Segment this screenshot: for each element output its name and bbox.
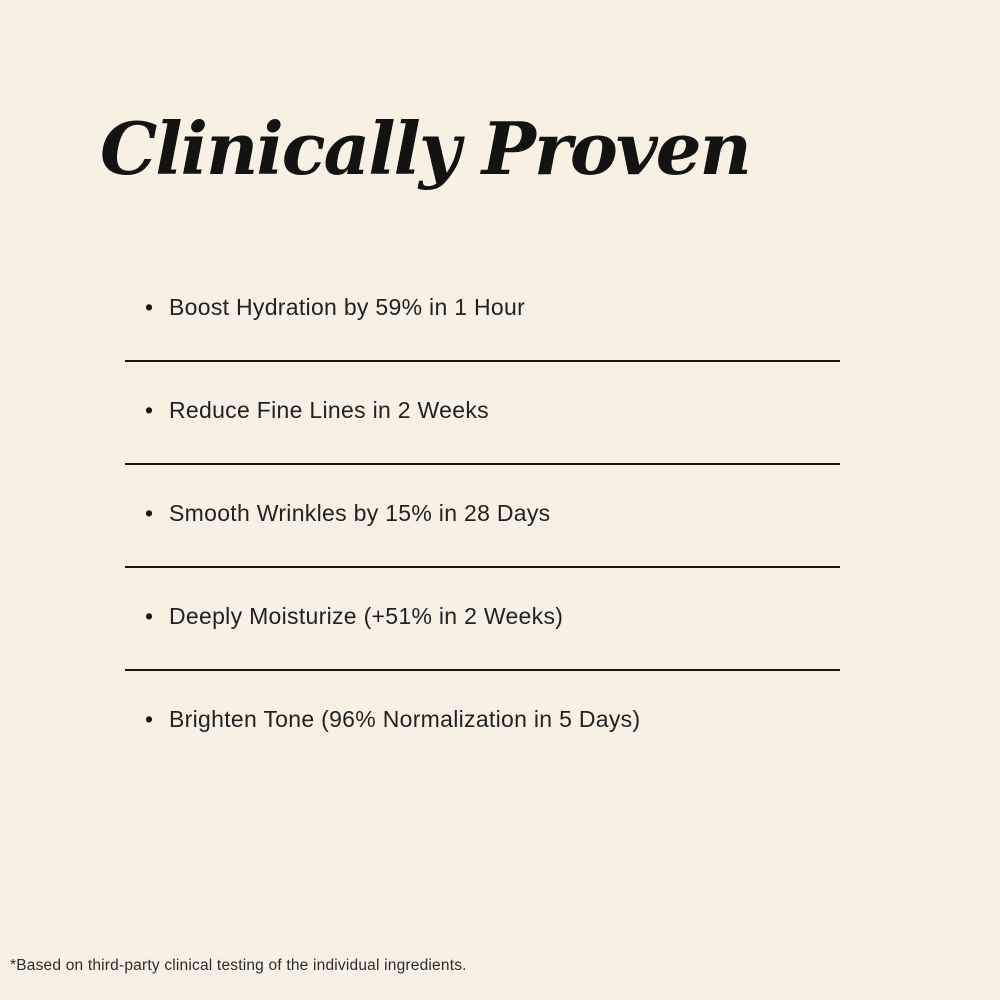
bullet-icon: • [145, 499, 154, 526]
page-title: Clinically Proven [100, 106, 752, 192]
list-item: • Deeply Moisturize (+51% in 2 Weeks) [125, 568, 840, 671]
benefit-list: • Boost Hydration by 59% in 1 Hour • Red… [125, 262, 840, 772]
list-item: • Boost Hydration by 59% in 1 Hour [125, 262, 840, 362]
list-item: • Reduce Fine Lines in 2 Weeks [125, 362, 840, 465]
benefit-text: Smooth Wrinkles by 15% in 28 Days [169, 500, 551, 526]
benefit-text: Boost Hydration by 59% in 1 Hour [169, 294, 526, 320]
bullet-icon: • [145, 705, 154, 732]
list-item: • Smooth Wrinkles by 15% in 28 Days [125, 465, 840, 568]
footnote: *Based on third-party clinical testing o… [10, 957, 467, 974]
list-item: • Brighten Tone (96% Normalization in 5 … [125, 671, 840, 772]
bullet-icon: • [145, 602, 154, 629]
bullet-icon: • [145, 396, 154, 423]
benefit-text: Reduce Fine Lines in 2 Weeks [169, 397, 489, 423]
benefit-text: Brighten Tone (96% Normalization in 5 Da… [169, 706, 641, 732]
bullet-icon: • [145, 293, 154, 320]
benefit-text: Deeply Moisturize (+51% in 2 Weeks) [169, 603, 564, 629]
